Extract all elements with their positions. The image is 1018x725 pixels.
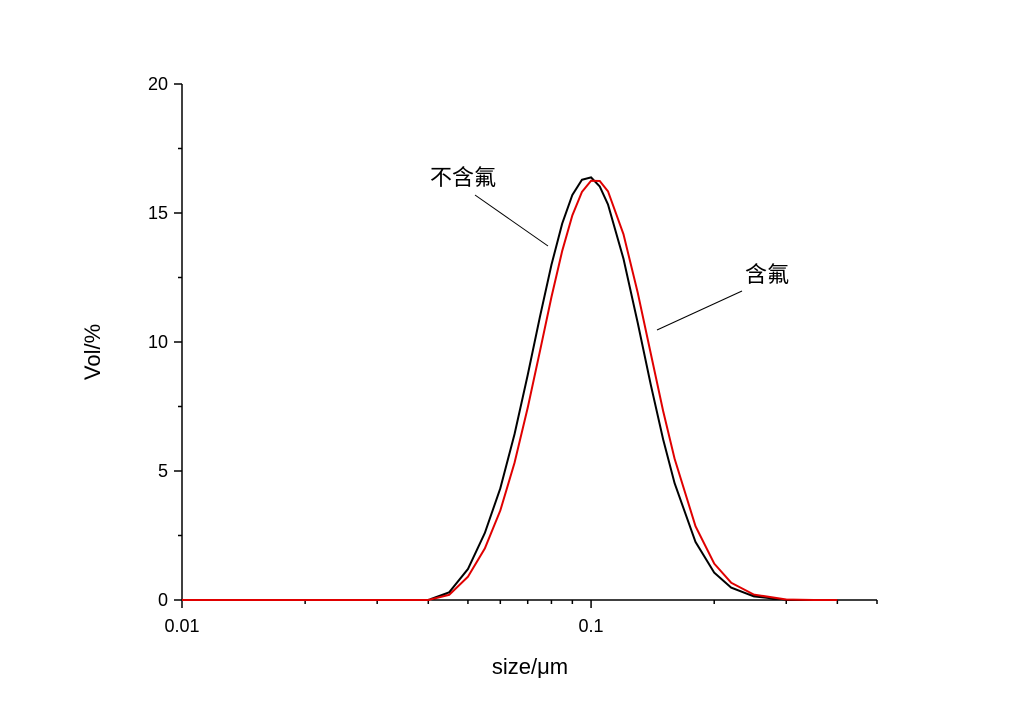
x-axis-label: size/μm bbox=[492, 654, 568, 679]
label-leader bbox=[656, 290, 743, 331]
series-label: 含氟 bbox=[745, 262, 789, 287]
y-tick-label: 5 bbox=[158, 461, 168, 481]
y-tick-label: 0 bbox=[158, 590, 168, 610]
y-tick-label: 15 bbox=[148, 203, 168, 223]
series-line bbox=[182, 179, 838, 601]
x-tick-label: 0.1 bbox=[579, 616, 604, 636]
y-tick-label: 20 bbox=[148, 74, 168, 94]
y-tick-label: 10 bbox=[148, 332, 168, 352]
series-line bbox=[182, 176, 838, 601]
label-leader bbox=[474, 194, 549, 247]
y-axis-label: Vol/% bbox=[80, 324, 105, 380]
series-label: 不含氟 bbox=[430, 165, 496, 190]
x-tick-label: 0.01 bbox=[164, 616, 199, 636]
